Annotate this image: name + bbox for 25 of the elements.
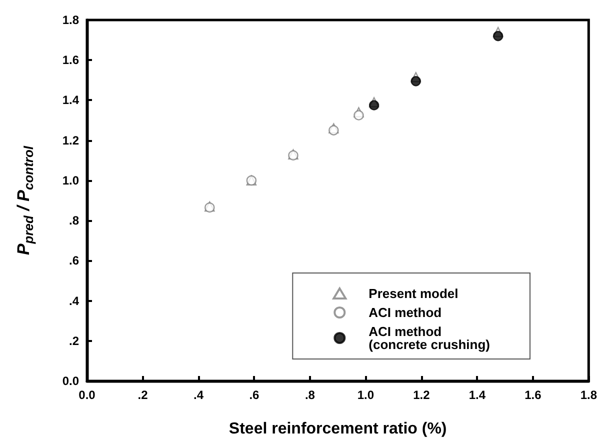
- y-tick-label: .4: [68, 294, 80, 308]
- y-axis-title: Ppred / Pcontrol: [14, 146, 36, 256]
- y-tick-label: 1.2: [62, 133, 80, 148]
- x-axis-title: Steel reinforcement ratio (%): [228, 420, 447, 438]
- x-tick-label: 1.8: [580, 388, 598, 402]
- x-tick-label: .4: [193, 388, 204, 402]
- y-tick-label: .2: [68, 334, 80, 348]
- x-tick-label: 0.0: [78, 388, 96, 402]
- x-tick-label: .8: [304, 388, 316, 402]
- y-tick-label: 1.8: [62, 13, 80, 27]
- y-tick-label: 0.0: [62, 374, 80, 388]
- y-tick-label: 1.6: [62, 53, 80, 68]
- y-tick-label: 1.4: [62, 93, 80, 108]
- x-tick-label: 1.6: [524, 388, 542, 402]
- legend-label: Present model: [368, 286, 458, 301]
- y-tick-label: 1.0: [62, 173, 80, 188]
- legend-label: ACI method (concrete crushing): [368, 324, 490, 352]
- legend-label: ACI method: [368, 305, 442, 320]
- x-tick-label: 1.0: [357, 388, 374, 402]
- x-tick-label: 1.2: [413, 388, 430, 402]
- x-tick-label: 1.4: [468, 388, 486, 402]
- y-tick-label: .6: [68, 254, 80, 268]
- x-tick-label: .2: [138, 388, 148, 402]
- y-tick-label: .8: [68, 214, 80, 228]
- x-tick-label: .6: [249, 388, 260, 402]
